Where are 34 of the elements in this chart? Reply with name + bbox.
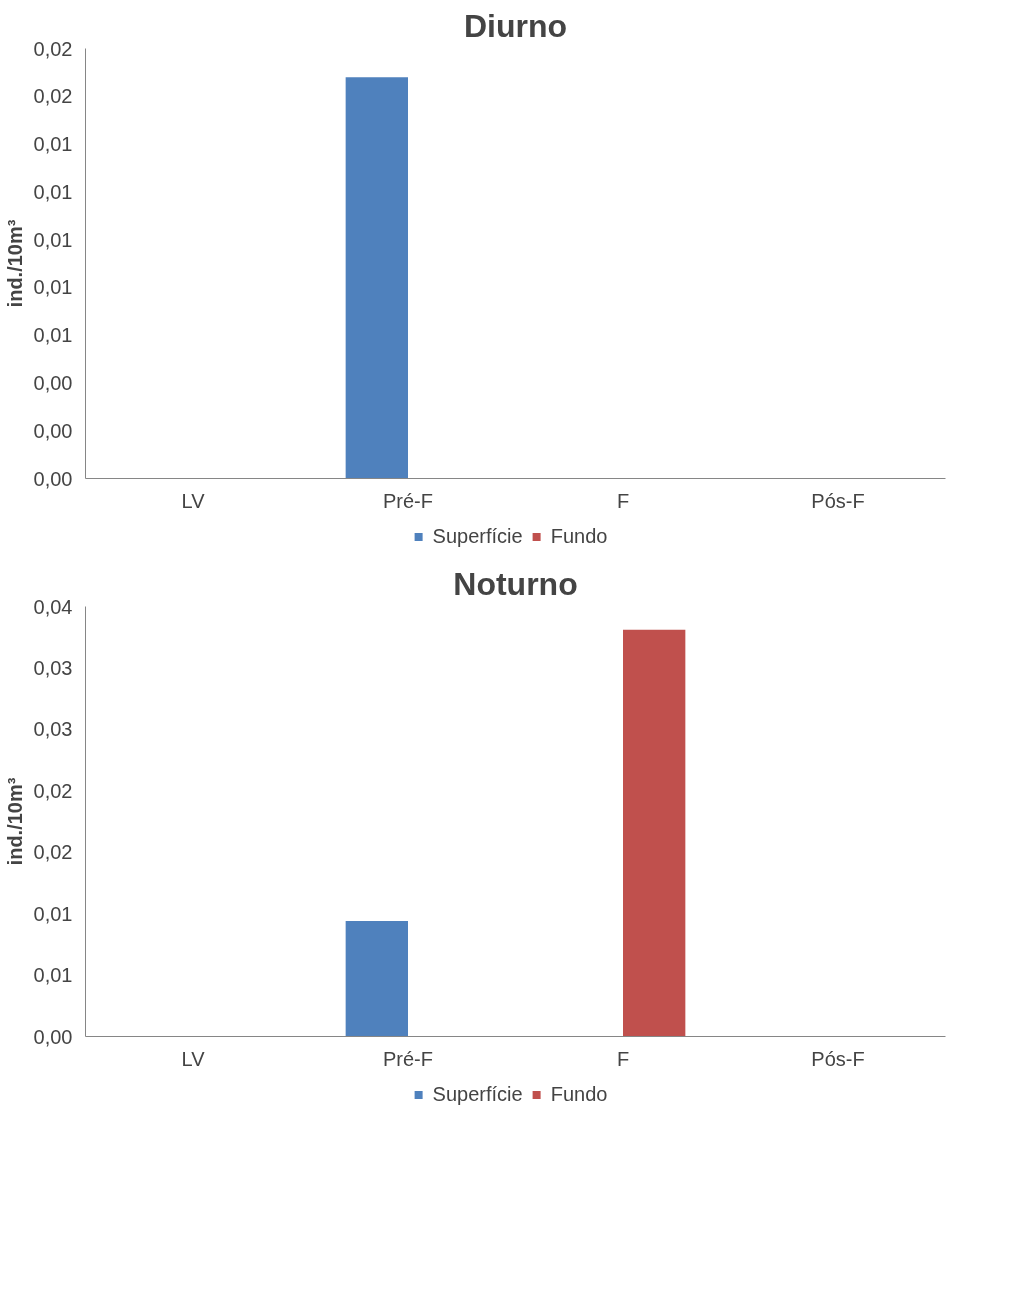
y-tick-label: 0,00 [33, 419, 73, 442]
x-tick-label: LV [181, 1047, 206, 1070]
legend-label: Fundo [550, 524, 608, 548]
x-tick-label: Pré-F [383, 489, 433, 512]
y-tick-label: 0,01 [33, 324, 73, 347]
y-tick-label: 0,01 [33, 964, 73, 987]
y-tick-label: 0,01 [33, 133, 73, 156]
x-tick-label: Pós-F [811, 489, 865, 512]
legend-label: Superfície [432, 1082, 523, 1106]
y-tick-label: 0,04 [33, 595, 73, 618]
y-tick-label: 0,03 [33, 656, 73, 679]
y-tick-label: 0,01 [33, 228, 73, 251]
y-tick-label: 0,02 [33, 85, 73, 108]
y-tick-label: 0,00 [33, 467, 73, 490]
x-tick-label: F [616, 489, 630, 512]
y-tick-label: 0,03 [33, 718, 73, 741]
y-tick-label: 0,01 [33, 180, 73, 203]
y-axis-title: ind./10m³ [3, 219, 26, 308]
y-tick-label: 0,02 [33, 841, 73, 864]
chart-title: Noturno [453, 565, 578, 602]
x-tick-label: Pré-F [383, 1047, 433, 1070]
legend-label: Superfície [432, 524, 523, 548]
y-tick-label: 0,01 [33, 902, 73, 925]
y-tick-label: 0,00 [33, 1025, 73, 1048]
chart-title: Diurno [463, 7, 568, 44]
y-tick-label: 0,02 [33, 779, 73, 802]
x-tick-label: LV [181, 489, 206, 512]
y-tick-label: 0,00 [33, 371, 73, 394]
legend-label: Fundo [550, 1082, 608, 1106]
y-tick-label: 0,01 [33, 276, 73, 299]
x-tick-label: F [616, 1047, 630, 1070]
y-tick-label: 0,02 [33, 37, 73, 60]
y-axis-title: ind./10m³ [3, 777, 26, 866]
x-tick-label: Pós-F [811, 1047, 865, 1070]
